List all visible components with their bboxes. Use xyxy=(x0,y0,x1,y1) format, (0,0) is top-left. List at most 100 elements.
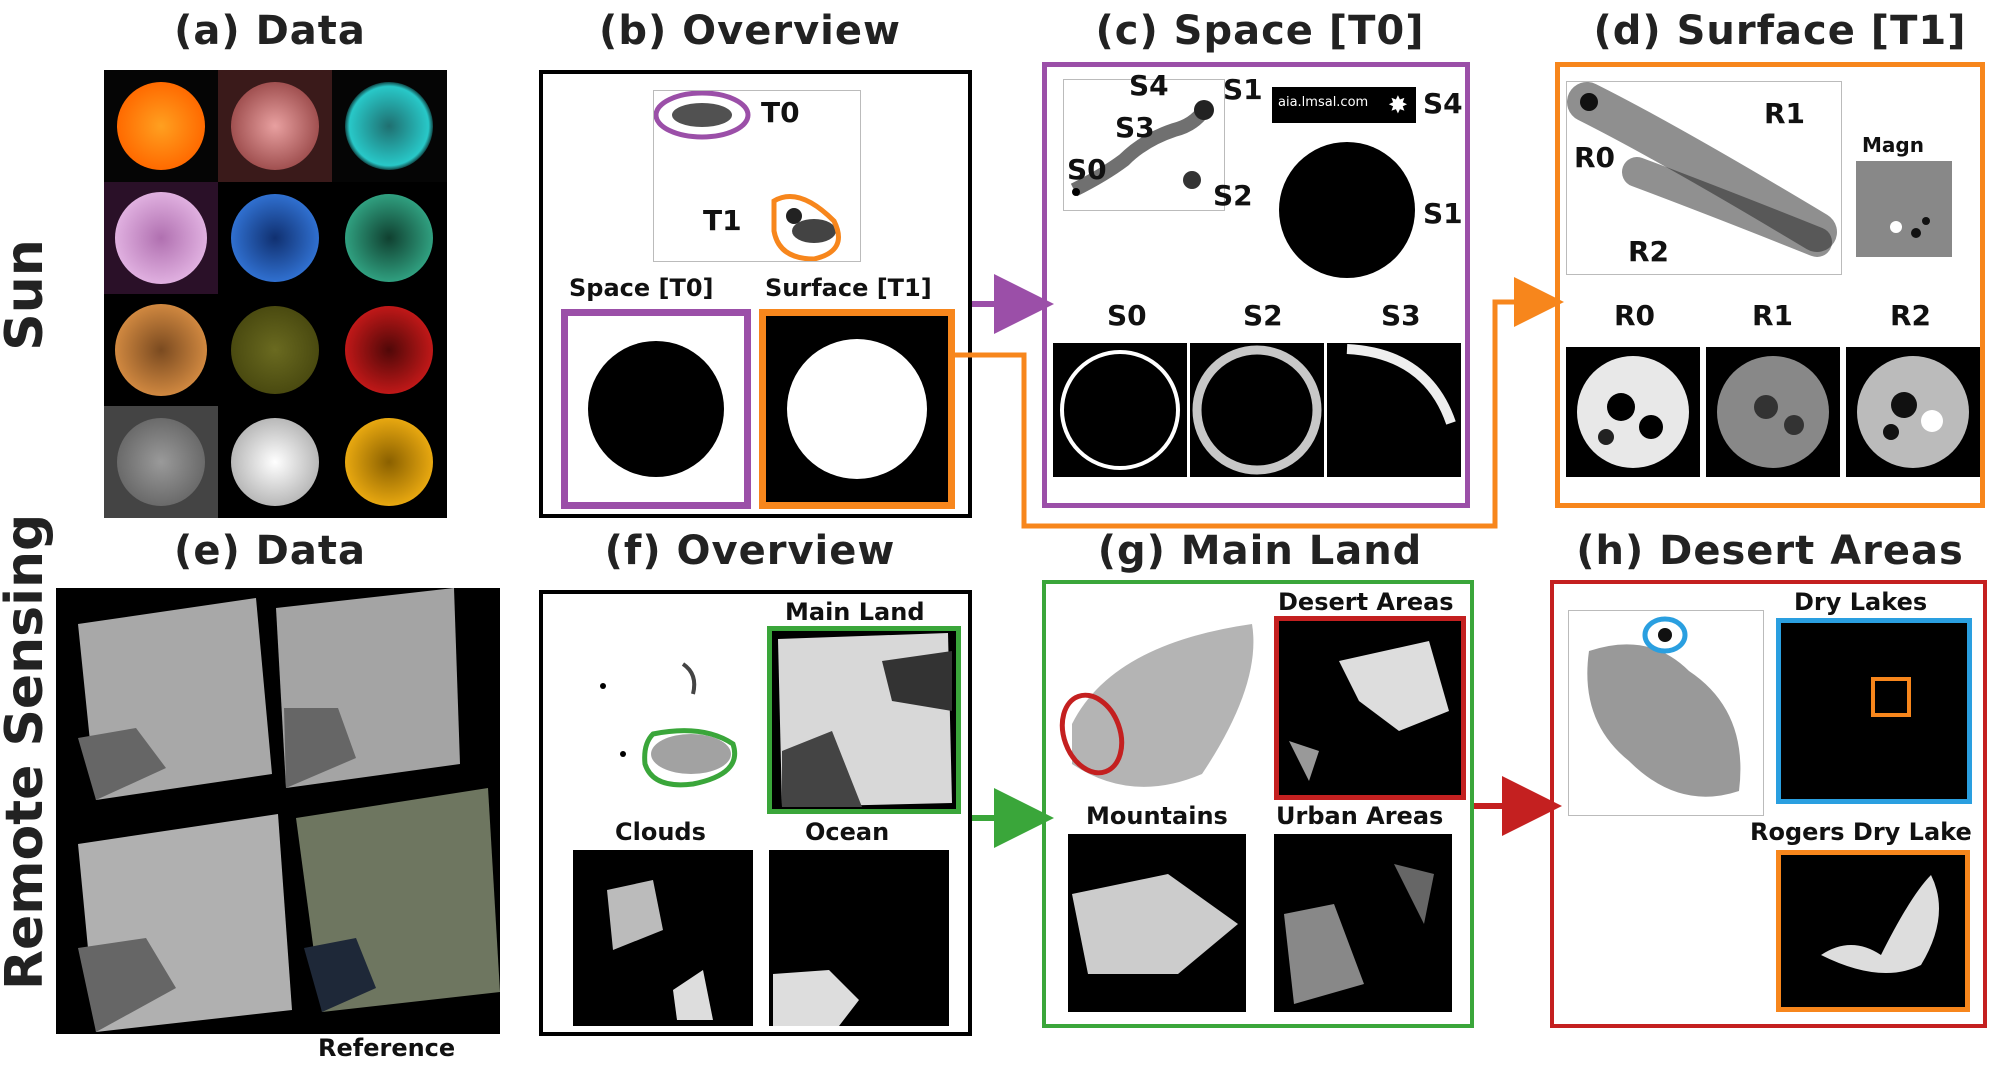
space-t0-thumbnail xyxy=(561,309,751,509)
label-t1: T1 xyxy=(703,204,742,237)
panel-b-overview: T0 T1 Space [T0] Surface [T1] xyxy=(539,70,972,518)
magn-image xyxy=(1856,161,1952,257)
panel-title-a: (a) Data xyxy=(174,8,366,54)
magnetogram xyxy=(1890,217,1930,238)
label-s4: S4 xyxy=(1129,69,1169,102)
panel-title-g: (g) Main Land xyxy=(1097,528,1423,574)
r1-disc xyxy=(1717,356,1829,468)
s3-arc xyxy=(1346,344,1456,425)
s3-image xyxy=(1327,343,1461,477)
ocean-image xyxy=(769,850,949,1026)
label-reference: Reference xyxy=(318,1034,456,1062)
label-r2: R2 xyxy=(1628,235,1670,268)
dry-lakes-image xyxy=(1781,623,1967,799)
panel-title-h: (h) Desert Areas xyxy=(1576,528,1964,574)
main-land-image xyxy=(772,631,956,809)
desert-mask xyxy=(1279,621,1461,795)
dry-lakes-highlight xyxy=(1871,677,1911,717)
r2-disc xyxy=(1857,356,1969,468)
mountains-image xyxy=(1068,834,1246,1012)
label-bottom-s0: S0 xyxy=(1107,299,1147,332)
label-s2: S2 xyxy=(1213,179,1253,212)
label-ocean: Ocean xyxy=(805,818,890,846)
label-magn: Magn xyxy=(1862,133,1924,157)
label-s4-side: S4 xyxy=(1423,87,1463,120)
bright-sun-disc xyxy=(766,316,948,502)
s2-ring xyxy=(1192,345,1322,475)
rogers-dry-lake-image xyxy=(1781,855,1965,1007)
satellite-tiles xyxy=(78,588,500,1032)
surface-t1-thumbnail xyxy=(759,309,955,509)
label-main-land: Main Land xyxy=(785,598,925,626)
panel-h-desert-areas: Dry Lakes Rogers Dry Lake xyxy=(1550,580,1987,1028)
label-clouds: Clouds xyxy=(615,818,706,846)
label-r1: R1 xyxy=(1764,97,1806,130)
space-clusters xyxy=(1070,100,1214,197)
label-s3: S3 xyxy=(1115,111,1155,144)
label-bottom-r1: R1 xyxy=(1752,299,1794,332)
overview-scatter-sun xyxy=(653,90,861,262)
panel-title-b: (b) Overview xyxy=(599,8,901,54)
remote-data-area xyxy=(56,588,500,1034)
label-bottom-r2: R2 xyxy=(1890,299,1932,332)
row-label-sun: Sun xyxy=(0,239,55,351)
r0-image xyxy=(1566,347,1700,477)
rogers-dry-lake-thumbnail xyxy=(1776,850,1970,1012)
label-s1-side: S1 xyxy=(1423,197,1463,230)
label-surface-t1: Surface [T1] xyxy=(765,274,932,302)
label-s1: S1 xyxy=(1223,73,1263,106)
dark-disc-image xyxy=(1275,139,1419,281)
label-r0: R0 xyxy=(1574,141,1616,174)
label-rogers-dry-lake: Rogers Dry Lake xyxy=(1750,818,1972,846)
surface-scatter xyxy=(1566,81,1842,275)
watermark-text: aia.lmsal.com xyxy=(1278,95,1369,110)
label-dry-lakes: Dry Lakes xyxy=(1794,588,1928,616)
sun-data-grid xyxy=(104,70,447,518)
urban-mask xyxy=(1284,864,1434,1004)
sun-thumbnails xyxy=(104,70,447,518)
label-bottom-s3: S3 xyxy=(1381,299,1421,332)
row-label-remote-sensing: Remote Sensing xyxy=(0,513,55,990)
clouds-image xyxy=(573,850,753,1026)
panel-title-d: (d) Surface [T1] xyxy=(1593,8,1967,54)
r1-image xyxy=(1706,347,1840,477)
panel-d-surface-t1: R1 R0 R2 Magn R0 R1 R2 xyxy=(1555,62,1985,508)
label-s0: S0 xyxy=(1067,153,1107,186)
clouds-mask xyxy=(607,880,713,1020)
s2-image xyxy=(1190,343,1324,477)
ocean-mask xyxy=(773,970,859,1026)
panel-title-c: (c) Space [T0] xyxy=(1095,8,1425,54)
r2-image xyxy=(1846,347,1980,477)
desert-scatter xyxy=(1568,610,1764,816)
desert-areas-thumbnail xyxy=(1274,616,1466,800)
panel-c-space-t0: S4 S1 S3 S0 S2 aia.lmsal.com ✸ S4 S1 S0 … xyxy=(1042,62,1470,508)
black-disc xyxy=(1279,142,1415,278)
space-scatter xyxy=(1063,79,1225,211)
label-space-t0: Space [T0] xyxy=(569,274,714,302)
label-bottom-s2: S2 xyxy=(1243,299,1283,332)
panel-title-e: (e) Data xyxy=(174,528,366,574)
desert-clusters xyxy=(1587,616,1741,797)
label-t0: T0 xyxy=(761,96,800,129)
r0-disc xyxy=(1577,356,1689,468)
main-land-scatter xyxy=(1059,624,1254,787)
dry-lakes-thumbnail xyxy=(1776,618,1972,804)
s0-image xyxy=(1053,343,1187,477)
t0-t1-clusters xyxy=(654,91,841,261)
label-urban-areas: Urban Areas xyxy=(1276,802,1444,830)
label-bottom-r0: R0 xyxy=(1614,299,1656,332)
panel-f-overview: Main Land Clouds Ocean xyxy=(539,590,972,1036)
s0-ring xyxy=(1060,350,1180,470)
label-mountains: Mountains xyxy=(1086,802,1228,830)
dark-sun-disc xyxy=(568,316,744,502)
overview-scatter-remote xyxy=(600,662,737,788)
urban-areas-image xyxy=(1274,834,1452,1012)
watermark-image: aia.lmsal.com ✸ xyxy=(1272,87,1416,123)
panel-title-f: (f) Overview xyxy=(604,528,896,574)
surface-clusters xyxy=(1567,82,1837,257)
sunburst-icon: ✸ xyxy=(1387,91,1408,119)
label-desert-areas: Desert Areas xyxy=(1278,588,1454,616)
panel-g-main-land: Desert Areas Mountains Urban Areas xyxy=(1042,580,1474,1028)
main-land-thumbnail xyxy=(767,626,961,814)
mountains-mask xyxy=(1072,874,1238,974)
